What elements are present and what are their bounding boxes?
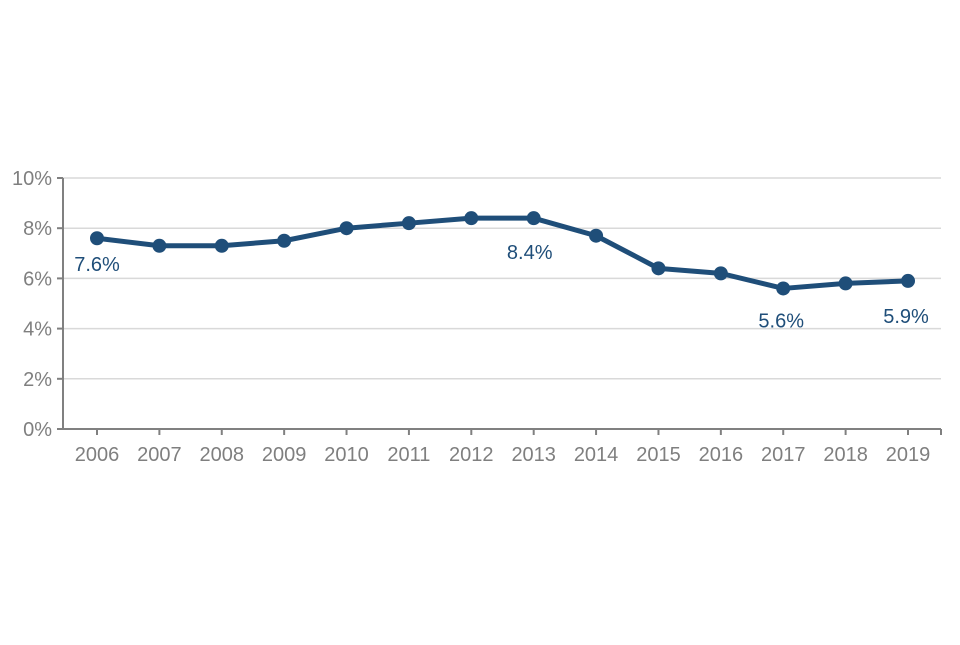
y-axis-tick-label: 10% <box>12 168 52 190</box>
data-point-label: 5.9% <box>883 306 929 328</box>
x-axis-tick-label: 2006 <box>75 444 120 466</box>
data-point-marker <box>152 238 167 253</box>
x-axis-tick-label: 2011 <box>387 444 430 466</box>
x-axis-tick-label: 2010 <box>324 444 369 466</box>
x-axis-tick-label: 2017 <box>761 444 806 466</box>
data-point-marker <box>901 273 915 288</box>
data-point-label: 8.4% <box>507 242 553 264</box>
y-axis-tick-label: 6% <box>23 268 52 290</box>
x-axis-tick-label: 2013 <box>511 444 556 466</box>
data-point-marker <box>526 211 541 226</box>
x-axis-tick-label: 2007 <box>137 444 182 466</box>
x-axis-tick-label: 2009 <box>262 444 307 466</box>
data-point-label: 7.6% <box>74 254 120 276</box>
data-point-marker <box>339 221 354 236</box>
y-axis-tick-label: 2% <box>23 369 52 391</box>
x-axis-tick-label: 2018 <box>823 444 868 466</box>
x-axis-tick-label: 2015 <box>636 444 681 466</box>
x-axis-tick-label: 2008 <box>200 444 245 466</box>
data-point-marker <box>651 261 666 276</box>
data-point-marker <box>776 281 791 296</box>
data-point-marker <box>713 266 728 281</box>
data-point-marker <box>838 276 853 291</box>
x-axis-tick-label: 2016 <box>699 444 744 466</box>
data-point-marker <box>214 238 229 253</box>
y-axis-tick-label: 0% <box>23 419 52 441</box>
data-point-marker <box>589 228 604 243</box>
data-series-line <box>94 215 911 291</box>
x-axis-tick-label: 2019 <box>886 444 931 466</box>
x-axis-tick-label: 2012 <box>449 444 494 466</box>
data-point-label: 5.6% <box>758 310 804 332</box>
data-point-marker <box>90 231 104 246</box>
y-axis-tick-label: 4% <box>23 319 52 341</box>
x-axis-tick-label: 2014 <box>574 444 619 466</box>
data-point-marker <box>464 211 479 226</box>
data-point-marker <box>401 216 416 231</box>
y-axis-tick-label: 8% <box>23 218 52 240</box>
data-point-marker <box>277 233 292 248</box>
